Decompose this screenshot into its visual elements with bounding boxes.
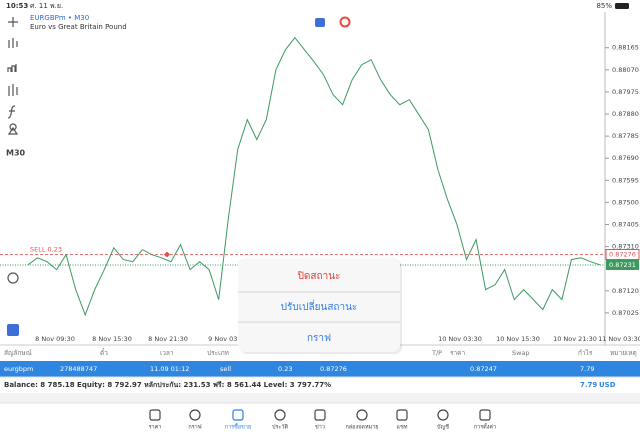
chart-type-tool[interactable] <box>8 38 18 48</box>
x-tick-label: 10 Nov 03:30 <box>438 335 482 343</box>
function-tool[interactable] <box>7 105 16 119</box>
y-tick-label: 0.88070 <box>612 66 639 74</box>
status-battery: 85% <box>596 2 612 10</box>
tab-icon[interactable] <box>314 409 326 421</box>
y-tick-label: 0.87785 <box>612 132 639 140</box>
tab-icon[interactable] <box>479 409 491 421</box>
table-header: ตั๋ว <box>100 348 108 357</box>
tab-icon[interactable] <box>232 409 244 421</box>
x-tick-label: 8 Nov 21:30 <box>148 335 188 343</box>
tab-label[interactable]: ข่าว <box>315 425 325 431</box>
tab-label[interactable]: การตั้งค่า <box>474 423 496 431</box>
balance-text: Balance: 8 785.18 Equity: 8 792.97 หลักป… <box>4 381 331 389</box>
speed-tool[interactable] <box>7 272 19 284</box>
tab-label[interactable]: ราคา <box>149 425 162 431</box>
y-tick-label: 0.87120 <box>612 287 639 295</box>
position-row[interactable] <box>0 361 640 377</box>
popup-panel <box>238 258 400 352</box>
tab-label[interactable]: กราฟ <box>188 424 201 431</box>
table-cell: eurgbpm <box>4 365 33 373</box>
timeframe[interactable]: M30 <box>6 149 26 158</box>
indicators-tool[interactable] <box>8 84 18 96</box>
table-cell: 11.09 01:12 <box>150 365 189 373</box>
total-profit: 7.79 <box>580 381 597 389</box>
y-tick-label: 0.87595 <box>612 176 639 184</box>
table-header: เวลา <box>160 349 174 357</box>
objects-tool[interactable] <box>7 123 19 135</box>
battery-icon <box>615 3 629 9</box>
bid-price-label: 0.87231 <box>609 261 636 269</box>
bar-tool[interactable] <box>7 64 17 72</box>
table-header: หมายเหตุ <box>610 349 637 357</box>
popup-item[interactable]: กราฟ <box>307 333 331 344</box>
table-header: Swap <box>512 349 530 357</box>
x-tick-label: 10 Nov 21:30 <box>553 335 597 343</box>
indicator-icon[interactable] <box>339 16 351 28</box>
y-tick-label: 0.87690 <box>612 154 639 162</box>
table-cell: 0.87276 <box>320 365 347 373</box>
sell-price-label: 0.87276 <box>609 251 636 259</box>
popup-item[interactable]: ปิดสถานะ <box>297 271 340 282</box>
one-click-icon[interactable] <box>315 18 325 27</box>
y-tick-label: 0.87405 <box>612 221 639 229</box>
y-tick-label: 0.88165 <box>612 44 639 52</box>
tab-label[interactable]: การซื้อขาย <box>225 423 251 431</box>
status-date: ศ. 11 พ.ย. <box>30 2 63 10</box>
tab-icon[interactable] <box>274 409 286 421</box>
table-header: กำไร <box>578 349 593 357</box>
tab-label[interactable]: บัญชี <box>437 424 449 431</box>
balance-row <box>0 377 640 393</box>
y-tick-label: 0.87880 <box>612 110 639 118</box>
y-tick-label: 0.87310 <box>612 243 639 251</box>
chart-description: Euro vs Great Britain Pound <box>30 23 127 31</box>
tab-icon[interactable] <box>356 409 368 421</box>
table-header-bg <box>0 346 640 360</box>
table-cell: sell <box>220 365 231 373</box>
bid-price-box <box>606 259 639 270</box>
tab-icon[interactable] <box>189 409 201 421</box>
tab-label[interactable]: ประวัติ <box>272 424 288 431</box>
table-header: ราคา <box>450 349 465 357</box>
tab-icon[interactable] <box>149 409 161 421</box>
x-tick-label: 8 Nov 15:30 <box>92 335 132 343</box>
crosshair-tool[interactable] <box>8 17 18 27</box>
y-tick-label: 0.87025 <box>612 309 639 317</box>
x-tick-label: 9 Nov 03:30 <box>208 335 248 343</box>
table-header: ประเภท <box>207 349 229 357</box>
trade-marker <box>164 251 170 258</box>
price-chart: 0.88165 0.88070 0.87975 0.87880 0.87785 0.876… <box>0 36 640 343</box>
currency: USD <box>599 381 616 389</box>
y-tick-label: 0.87500 <box>612 198 639 206</box>
chart-symbol: EURGBPm • M30 <box>30 14 89 22</box>
tab-label[interactable]: กล่องจดหมาย <box>345 425 378 431</box>
status-time: 10:53 <box>6 2 28 10</box>
table-header: T/P <box>431 349 442 357</box>
tab-icon[interactable] <box>396 409 408 421</box>
sell-price-box <box>605 249 640 261</box>
left-toolbar <box>7 17 19 284</box>
tab-label[interactable]: แชท <box>397 424 408 431</box>
x-tick-label: 8 Nov 09:30 <box>35 335 75 343</box>
tab-icon[interactable] <box>437 409 449 421</box>
sell-label: SELL 0.23 <box>30 246 62 254</box>
table-header: สัญลักษณ์ <box>4 349 32 357</box>
spacer <box>0 393 640 403</box>
table-cell: 278488747 <box>60 365 97 373</box>
table-cell: 0.23 <box>278 365 292 373</box>
table-cell: 7.79 <box>580 365 594 373</box>
trade-icon[interactable] <box>7 324 19 336</box>
x-tick-label: 11 Nov 03:30 <box>598 335 640 343</box>
x-tick-label: 10 Nov 15:30 <box>496 335 540 343</box>
y-tick-label: 0.87975 <box>612 88 639 96</box>
table-cell: 0.87247 <box>470 365 497 373</box>
popup-item[interactable]: ปรับเปลี่ยนสถานะ <box>281 299 358 313</box>
price-line <box>27 36 601 317</box>
